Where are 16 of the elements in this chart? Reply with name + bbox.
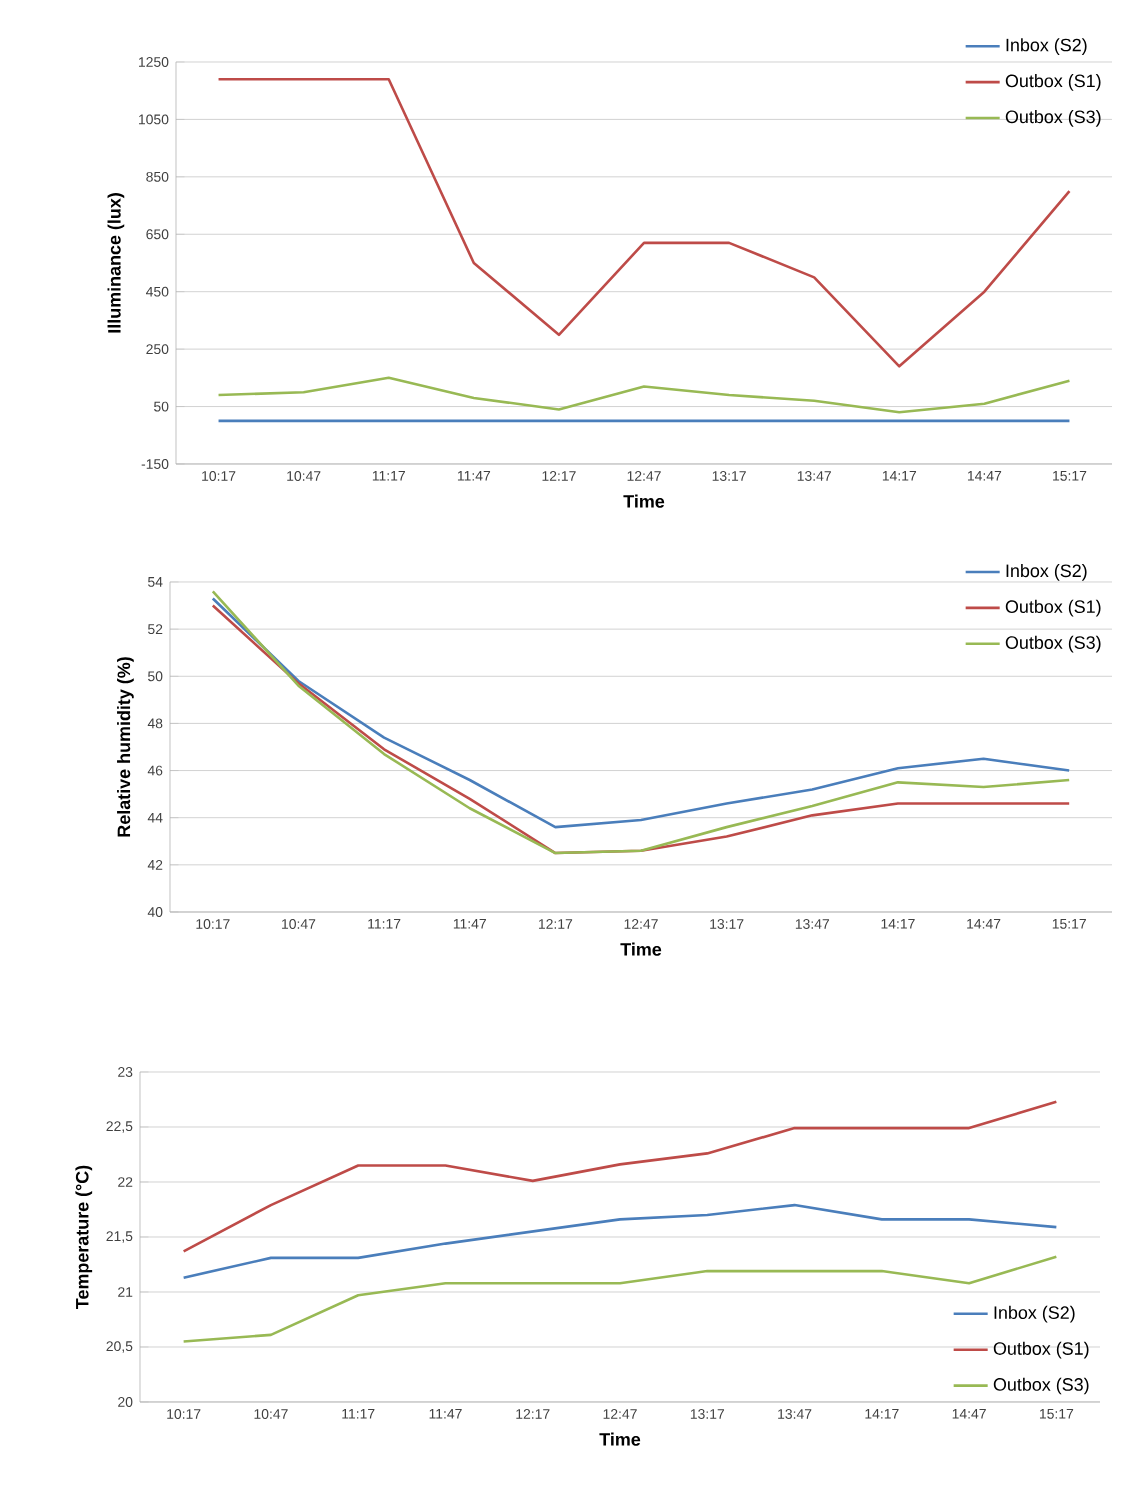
x-axis-title: Time [623, 494, 665, 508]
legend-label: Outbox (S1) [1005, 74, 1101, 91]
legend-label: Outbox (S3) [1005, 635, 1101, 653]
y-axis-title: Illuminance (lux) [107, 193, 125, 333]
y-axis-title: Relative humidity (%) [117, 657, 134, 837]
legend-label: Inbox (S2) [1006, 563, 1087, 581]
legend-label: Inbox (S2) [1006, 38, 1087, 55]
legend-label: Outbox (S1) [1005, 599, 1101, 617]
x-axis-title: Time [620, 942, 662, 956]
x-axis-title: Time [599, 1432, 641, 1446]
legend-label: Outbox (S3) [1005, 110, 1101, 127]
legend-label: Outbox (S1) [993, 1341, 1089, 1359]
legend-label: Outbox (S3) [993, 1377, 1089, 1395]
y-axis-title: Temperature (°C) [75, 1165, 93, 1309]
line-series [217, 376, 1071, 414]
legend-label: Inbox (S2) [994, 1305, 1075, 1323]
